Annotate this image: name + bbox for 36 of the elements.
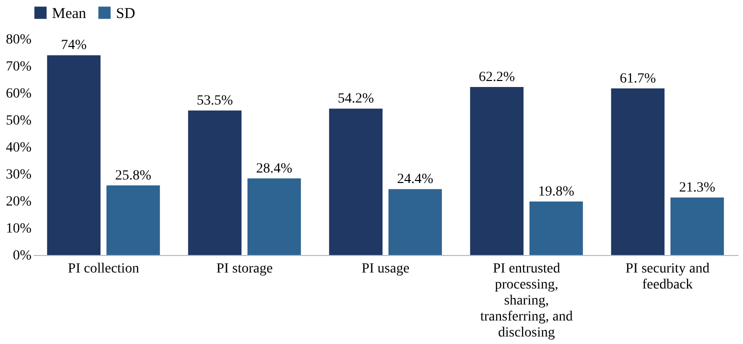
- y-tick-label: 10%: [6, 222, 32, 236]
- x-tick-label: PI storage: [216, 262, 273, 276]
- data-label: 19.8%: [538, 184, 575, 200]
- data-label: 24.4%: [397, 172, 434, 188]
- x-tick-label: PI collection: [68, 262, 140, 276]
- bar: [47, 55, 101, 255]
- x-tick-label: PI security and feedback: [626, 262, 710, 292]
- bar: [670, 197, 724, 255]
- data-label: 61.7%: [620, 71, 656, 86]
- data-label: 25.8%: [115, 168, 152, 184]
- data-label: 21.3%: [679, 180, 716, 196]
- data-label: 53.5%: [196, 94, 234, 109]
- data-label: 62.2%: [478, 70, 516, 86]
- bar: [188, 110, 242, 255]
- y-tick-label: 70%: [6, 60, 32, 74]
- bar: [388, 189, 442, 255]
- data-label: 54.2%: [338, 92, 374, 107]
- x-tick-label: PI usage: [362, 262, 410, 276]
- y-tick-label: 60%: [6, 86, 32, 102]
- x-tick-label: PI entrusted processing, sharing, transferring, and disclosing: [480, 262, 573, 340]
- bar: [611, 88, 665, 255]
- legend-label: SD: [116, 6, 136, 22]
- y-tick-label: 30%: [6, 168, 32, 182]
- bar: [529, 202, 583, 255]
- y-tick-label: 80%: [6, 32, 32, 48]
- data-label: 28.4%: [256, 161, 293, 176]
- y-tick-label: 0%: [12, 248, 32, 264]
- bar: [470, 87, 524, 255]
- legend-label: Mean: [52, 6, 87, 22]
- y-tick-label: 20%: [6, 194, 32, 210]
- bar: [247, 178, 301, 255]
- y-tick-label: 50%: [6, 114, 32, 128]
- data-label: 74%: [60, 38, 87, 54]
- bar: [106, 185, 160, 255]
- bar: [329, 108, 383, 255]
- y-tick-label: 40%: [6, 140, 32, 156]
